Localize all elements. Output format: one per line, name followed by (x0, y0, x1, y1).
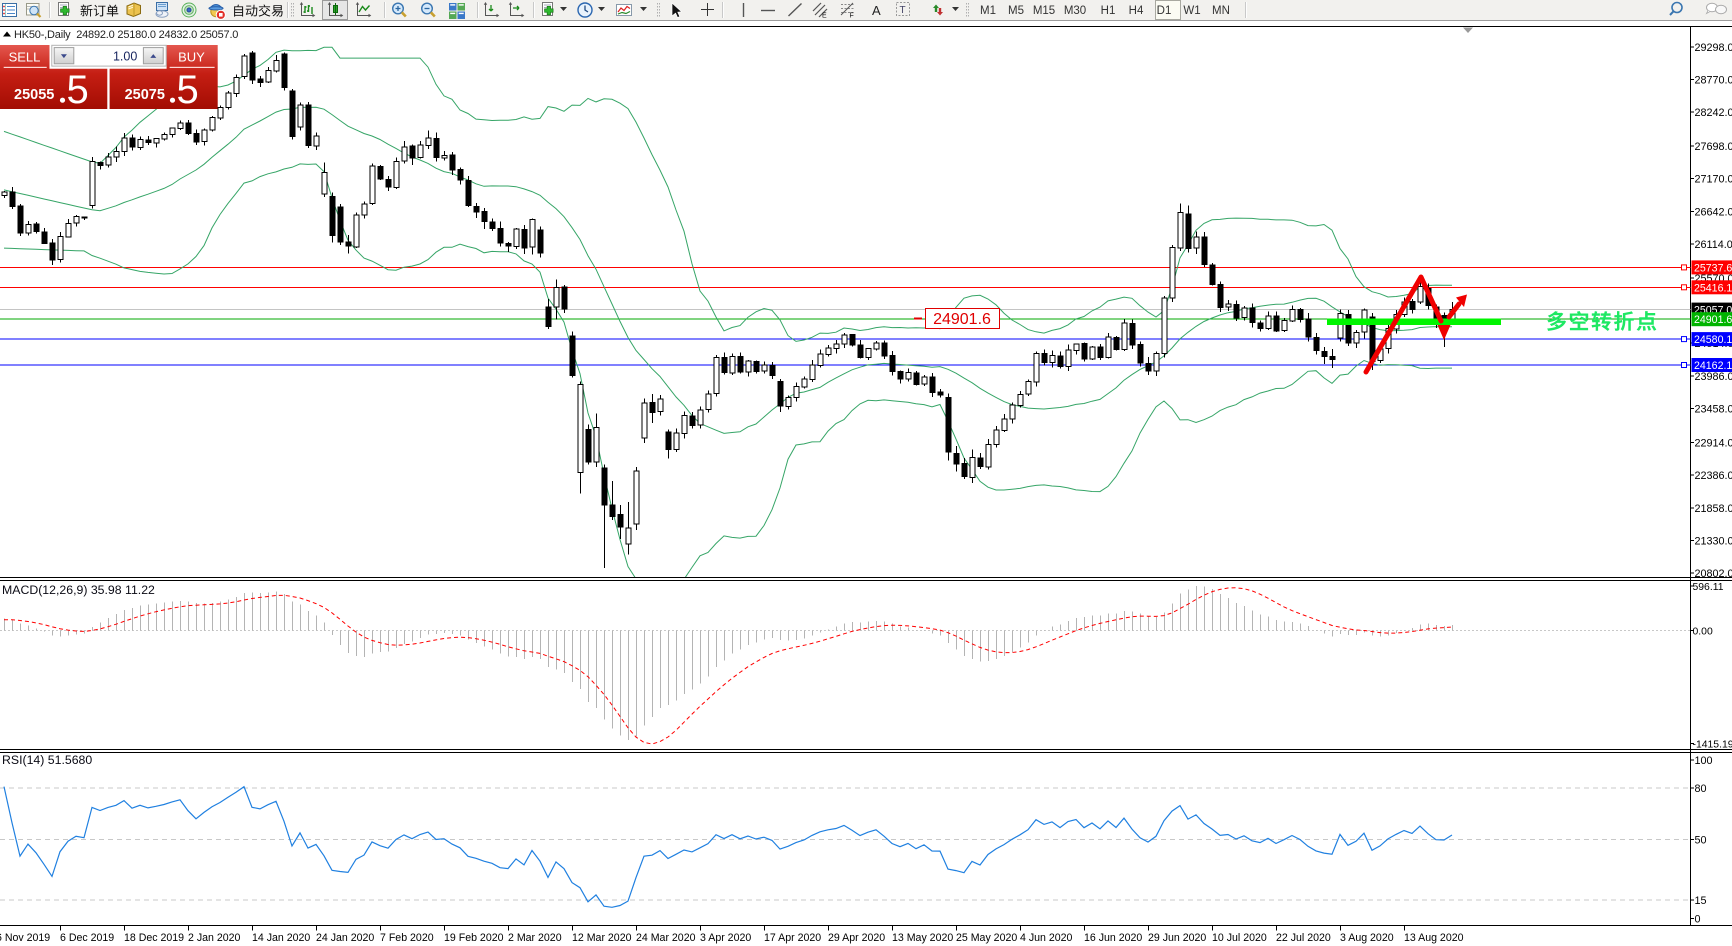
svg-text:29 Apr 2020: 29 Apr 2020 (828, 932, 885, 944)
svg-text:H1: H1 (1101, 5, 1116, 17)
svg-text:6 Nov 2019: 6 Nov 2019 (0, 932, 50, 944)
svg-text:50: 50 (1695, 835, 1707, 847)
svg-text:27170.0: 27170.0 (1695, 174, 1732, 186)
svg-text:HK50-,Daily 24892.0 25180.0 2: HK50-,Daily 24892.0 25180.0 24832.0 2505… (14, 29, 238, 41)
svg-text:MACD(12,26,9) 35.98 11.22: MACD(12,26,9) 35.98 11.22 (2, 583, 155, 597)
svg-text:27698.0: 27698.0 (1695, 141, 1732, 153)
svg-text:2 Jan 2020: 2 Jan 2020 (188, 932, 241, 944)
svg-text:A: A (872, 3, 881, 18)
svg-text:3 Apr 2020: 3 Apr 2020 (700, 932, 751, 944)
svg-text:D1: D1 (1157, 5, 1172, 17)
svg-text:2 Mar 2020: 2 Mar 2020 (508, 932, 562, 944)
svg-text:6 Dec 2019: 6 Dec 2019 (60, 932, 114, 944)
svg-text:21858.0: 21858.0 (1695, 503, 1732, 515)
svg-text:M1: M1 (980, 5, 996, 17)
svg-text:5: 5 (67, 68, 89, 112)
svg-text:19 Feb 2020: 19 Feb 2020 (444, 932, 504, 944)
svg-text:H4: H4 (1129, 5, 1144, 17)
svg-text:16 Jun 2020: 16 Jun 2020 (1084, 932, 1142, 944)
svg-text:RSI(14) 51.5680: RSI(14) 51.5680 (2, 753, 92, 767)
svg-text:F: F (850, 13, 854, 20)
svg-text:M30: M30 (1064, 5, 1086, 17)
svg-text:0: 0 (1695, 914, 1701, 926)
svg-text:22914.0: 22914.0 (1695, 437, 1732, 449)
svg-text:15: 15 (1695, 895, 1707, 907)
svg-text:18 Dec 2019: 18 Dec 2019 (124, 932, 184, 944)
svg-text:M5: M5 (1008, 5, 1024, 17)
svg-text:29298.0: 29298.0 (1695, 42, 1732, 54)
svg-text:24901.6: 24901.6 (933, 311, 991, 328)
svg-text:25416.1: 25416.1 (1694, 282, 1732, 294)
svg-text:M15: M15 (1033, 5, 1055, 17)
svg-text:29 Jun 2020: 29 Jun 2020 (1148, 932, 1206, 944)
svg-text:24162.1: 24162.1 (1694, 360, 1732, 372)
svg-text:24 Jan 2020: 24 Jan 2020 (316, 932, 374, 944)
svg-text:25055: 25055 (14, 87, 54, 103)
svg-text:24580.1: 24580.1 (1694, 334, 1732, 346)
svg-text:25737.6: 25737.6 (1694, 262, 1732, 274)
svg-text:0.00: 0.00 (1693, 627, 1713, 638)
svg-text:12 Mar 2020: 12 Mar 2020 (572, 932, 632, 944)
svg-text:25 May 2020: 25 May 2020 (956, 932, 1017, 944)
svg-text:4 Jun 2020: 4 Jun 2020 (1020, 932, 1073, 944)
svg-text:13 Aug 2020: 13 Aug 2020 (1404, 932, 1464, 944)
svg-text:22 Jul 2020: 22 Jul 2020 (1276, 932, 1331, 944)
svg-text:14 Jan 2020: 14 Jan 2020 (252, 932, 310, 944)
svg-text:7 Feb 2020: 7 Feb 2020 (380, 932, 434, 944)
svg-text:13 May 2020: 13 May 2020 (892, 932, 953, 944)
svg-text:W1: W1 (1183, 5, 1200, 17)
svg-text:25075: 25075 (125, 87, 165, 103)
svg-text:10 Jul 2020: 10 Jul 2020 (1212, 932, 1267, 944)
svg-text:26114.0: 26114.0 (1695, 239, 1732, 251)
svg-text:26642.0: 26642.0 (1695, 206, 1732, 218)
svg-text:21330.0: 21330.0 (1695, 536, 1732, 548)
svg-text:24901.6: 24901.6 (1694, 314, 1732, 326)
svg-text:SELL: SELL (9, 50, 41, 65)
svg-text:BUY: BUY (178, 50, 205, 65)
svg-text:28242.0: 28242.0 (1695, 107, 1732, 119)
svg-text:23458.0: 23458.0 (1695, 404, 1732, 416)
svg-text:596.11: 596.11 (1693, 582, 1724, 593)
svg-text:100: 100 (1695, 755, 1713, 767)
svg-text:3 Aug 2020: 3 Aug 2020 (1340, 932, 1394, 944)
svg-text:T: T (900, 5, 906, 16)
svg-text:MN: MN (1212, 5, 1230, 17)
svg-text:28770.0: 28770.0 (1695, 75, 1732, 87)
svg-text:17 Apr 2020: 17 Apr 2020 (764, 932, 821, 944)
svg-text:22386.0: 22386.0 (1695, 470, 1732, 482)
svg-text:24 Mar 2020: 24 Mar 2020 (636, 932, 696, 944)
svg-text:-1415.19: -1415.19 (1693, 740, 1732, 751)
svg-text:20802.0: 20802.0 (1695, 568, 1732, 580)
svg-text:E: E (822, 13, 827, 20)
svg-text:1.00: 1.00 (113, 50, 137, 64)
svg-text:80: 80 (1695, 783, 1707, 795)
svg-text:5: 5 (177, 68, 199, 112)
svg-text:23986.0: 23986.0 (1695, 371, 1732, 383)
